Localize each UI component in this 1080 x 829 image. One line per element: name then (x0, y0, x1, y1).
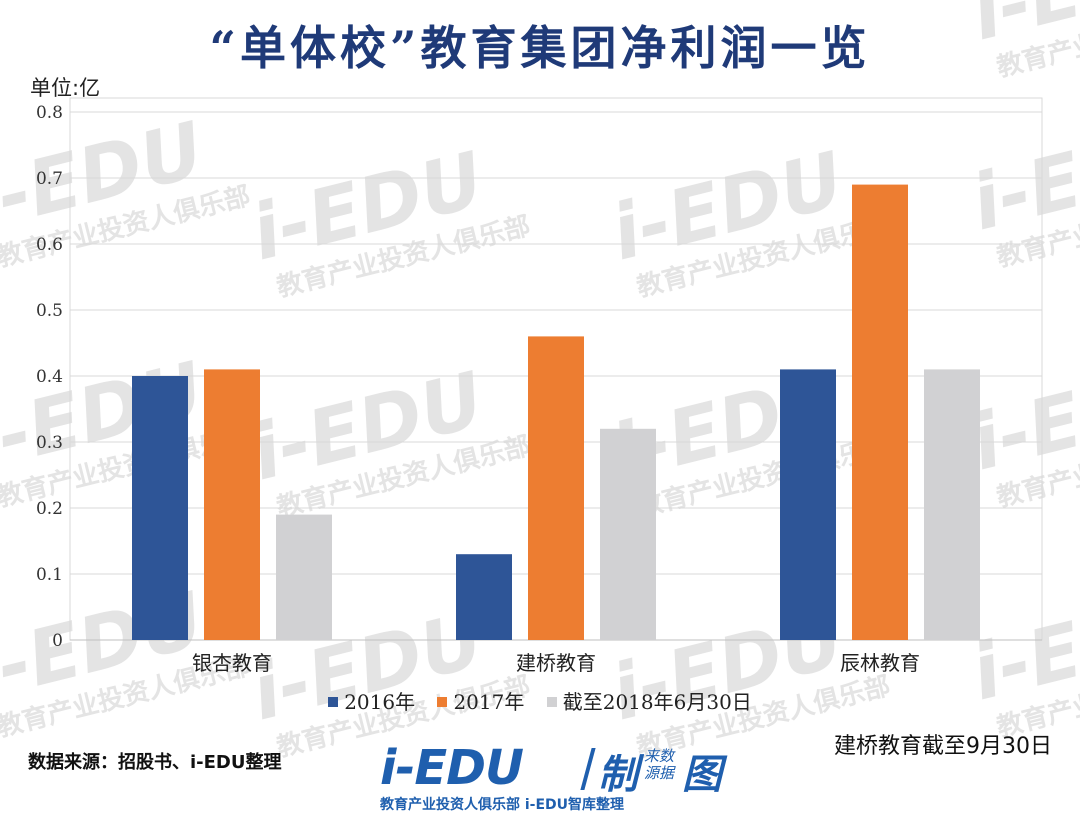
logo-small-bottom: 源据 (644, 764, 675, 782)
legend-swatch-2018h1 (546, 697, 557, 707)
legend-item-2018h1: 截至2018年6月30日 (546, 686, 752, 715)
data-source-text: 数据来源：招股书、i-EDU整理 (28, 752, 282, 773)
y-tick-label: 0.3 (36, 433, 63, 453)
legend-item-2017: 2017年 (437, 686, 524, 715)
page-title: “单体校”教育集团净利润一览 (209, 21, 871, 75)
x-tick-label: 建桥教育 (516, 651, 596, 675)
y-tick-label: 0.2 (36, 499, 63, 519)
bar-2-1 (456, 554, 512, 640)
bar-3-2 (852, 184, 908, 640)
logo-zhi-text: 制 (598, 752, 638, 798)
y-tick-label: 0.7 (36, 169, 63, 189)
y-tick-label: 0 (52, 631, 63, 651)
bar-3-3 (924, 369, 980, 640)
x-tick-label: 辰林教育 (840, 651, 920, 675)
legend-label-2016: 2016年 (344, 690, 416, 714)
y-tick-label: 0.4 (36, 367, 63, 387)
legend-item-2016: 2016年 (328, 686, 415, 715)
logo-small-top: 来数 (644, 747, 675, 765)
unit-label: 单位:亿 (30, 76, 101, 100)
bar-1-2 (204, 369, 260, 640)
legend-swatch-2017 (437, 697, 448, 707)
legend-label-2017: 2017年 (453, 690, 525, 714)
bar-2-3 (600, 428, 656, 640)
logo-small-text: 来数 源据 (644, 748, 674, 782)
x-tick-label: 银杏教育 (192, 651, 272, 675)
logo-main-text: i-EDU (380, 740, 524, 796)
legend-swatch-2016 (328, 697, 339, 707)
logo-tu-text: 图 (682, 752, 722, 798)
bar-1-1 (132, 376, 188, 640)
logo-divider (580, 748, 596, 790)
footnote-text: 建桥教育截至9月30日 (834, 734, 1052, 759)
bar-3-1 (780, 369, 836, 640)
bar-1-3 (276, 514, 332, 640)
y-tick-label: 0.8 (36, 103, 63, 123)
logo-subtitle: 教育产业投资人俱乐部 i-EDU智库整理 (380, 797, 625, 813)
y-tick-label: 0.6 (36, 235, 63, 255)
legend: 2016年 2017年 截至2018年6月30日 (0, 686, 1080, 715)
legend-label-2018h1: 截至2018年6月30日 (562, 690, 752, 714)
y-tick-label: 0.5 (36, 301, 63, 321)
bar-2-2 (528, 336, 584, 640)
brand-logo: i-EDU 制 来数 源据 图 教育产业投资人俱乐部 i-EDU智库整理 (372, 740, 732, 820)
y-tick-label: 0.1 (36, 565, 63, 585)
